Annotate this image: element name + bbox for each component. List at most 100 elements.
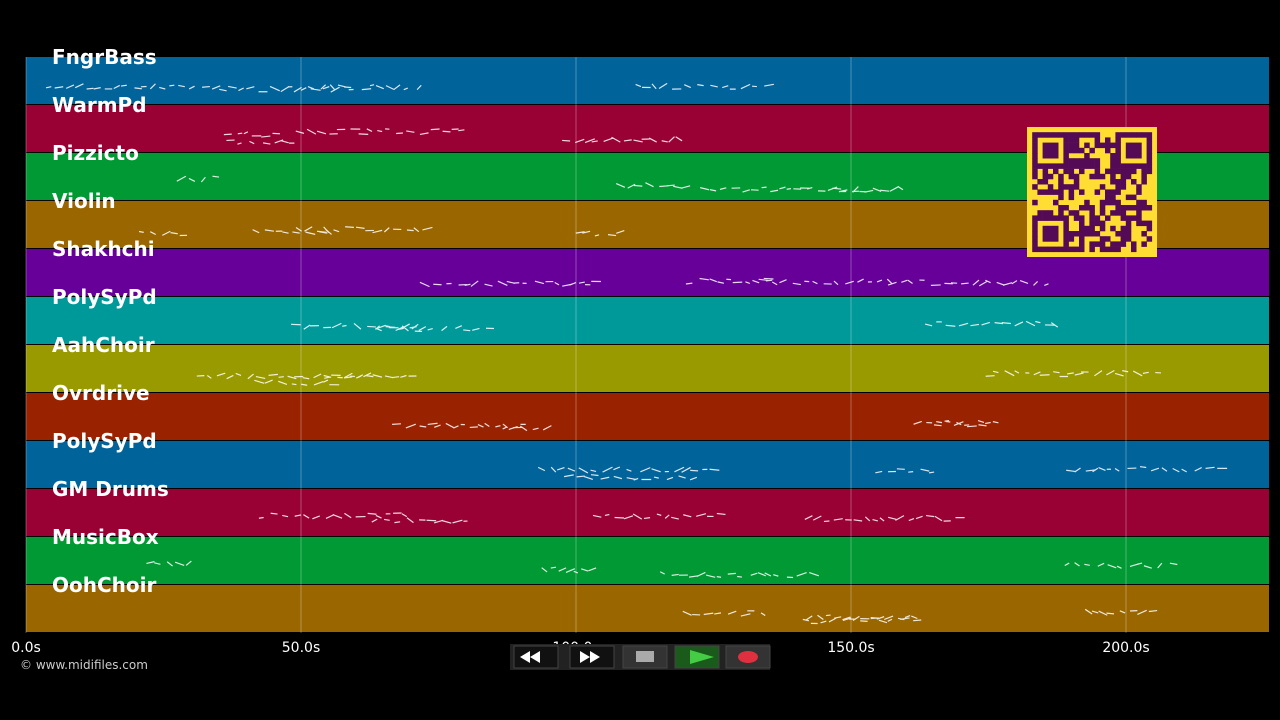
note: [361, 88, 372, 91]
note: [154, 562, 161, 565]
note: [879, 517, 885, 522]
note: [550, 566, 557, 569]
qr-cell: [1125, 205, 1132, 211]
qr-cell: [1146, 163, 1153, 169]
qr-cell: [1073, 210, 1080, 216]
note: [302, 377, 310, 380]
qr-cell: [1063, 147, 1069, 154]
note: [887, 281, 897, 286]
note: [1194, 467, 1202, 472]
qr-cell: [1094, 163, 1101, 169]
note: [1084, 563, 1090, 566]
note: [727, 610, 737, 615]
note: [569, 282, 577, 286]
qr-cell: [1136, 220, 1142, 227]
qr-cell: [1105, 236, 1111, 242]
qr-cell: [1053, 168, 1059, 175]
qr-cell: [1089, 210, 1095, 216]
note: [985, 421, 991, 425]
qr-cell: [1073, 132, 1080, 138]
qr-cell: [1120, 205, 1127, 211]
note: [659, 571, 665, 575]
note: [792, 282, 801, 286]
note: [427, 327, 433, 331]
note: [534, 280, 545, 285]
qr-cell: [1063, 215, 1069, 221]
note: [920, 468, 930, 472]
qr-cell: [1131, 179, 1137, 185]
qr-cell: [1053, 163, 1059, 169]
qr-cell: [1146, 142, 1153, 149]
qr-cell: [1110, 168, 1116, 175]
qr-cell: [1037, 132, 1043, 138]
note: [161, 230, 171, 236]
track-name: FngrBass: [52, 45, 157, 69]
note: [394, 521, 401, 524]
qr-cell: [1125, 236, 1132, 242]
qr-cell: [1115, 241, 1121, 247]
qr-cell: [1094, 137, 1101, 143]
note: [576, 475, 585, 478]
note: [1039, 374, 1050, 376]
note: [900, 617, 910, 620]
note: [884, 615, 894, 620]
note: [1097, 562, 1105, 567]
note: [590, 474, 599, 477]
qr-cell: [1125, 163, 1132, 169]
note: [398, 327, 404, 331]
qr-cell: [1084, 158, 1090, 164]
note: [247, 373, 254, 380]
note: [495, 425, 501, 428]
note: [779, 279, 787, 284]
note: [369, 84, 375, 87]
qr-cell: [1032, 142, 1038, 149]
qr-cell: [1068, 173, 1075, 180]
note: [86, 87, 94, 90]
qr-cell: [1073, 231, 1080, 237]
track-name: Ovrdrive: [52, 381, 150, 405]
note: [375, 327, 382, 332]
note: [633, 139, 643, 143]
qr-cell: [1047, 189, 1054, 195]
qr-cell: [1063, 241, 1069, 247]
qr-cell: [1089, 163, 1095, 169]
stop-icon: [636, 651, 654, 662]
qr-cell: [1058, 246, 1064, 253]
note: [45, 86, 52, 89]
note: [282, 231, 289, 234]
note: [852, 186, 859, 193]
qr-cell: [1032, 173, 1038, 180]
note: [280, 85, 290, 93]
qr-cell: [1063, 132, 1069, 138]
qr-cell: [1053, 231, 1059, 237]
qr-cell: [1047, 142, 1054, 149]
note: [640, 467, 651, 473]
qr-cell: [1141, 205, 1147, 211]
note: [331, 322, 342, 329]
qr-cell: [1068, 236, 1075, 242]
note: [304, 226, 313, 232]
qr-cell: [1089, 147, 1095, 154]
note: [1150, 467, 1160, 472]
note: [972, 279, 980, 286]
note: [671, 516, 679, 520]
note: [372, 374, 383, 378]
note: [176, 175, 187, 182]
note: [870, 617, 879, 620]
track-name: PolySyPd: [52, 285, 157, 309]
note: [385, 326, 396, 328]
qr-cell: [1063, 142, 1069, 149]
qr-cell: [1099, 241, 1106, 247]
note: [966, 425, 977, 428]
track-name: GM Drums: [52, 477, 169, 501]
note: [406, 229, 414, 232]
note: [575, 231, 585, 234]
qr-cell: [1084, 132, 1090, 138]
qr-cell: [1120, 231, 1127, 237]
note: [416, 84, 422, 91]
note: [316, 230, 327, 233]
note: [541, 567, 548, 573]
note: [709, 189, 717, 192]
note: [282, 514, 289, 518]
track-lane: [26, 585, 1269, 632]
